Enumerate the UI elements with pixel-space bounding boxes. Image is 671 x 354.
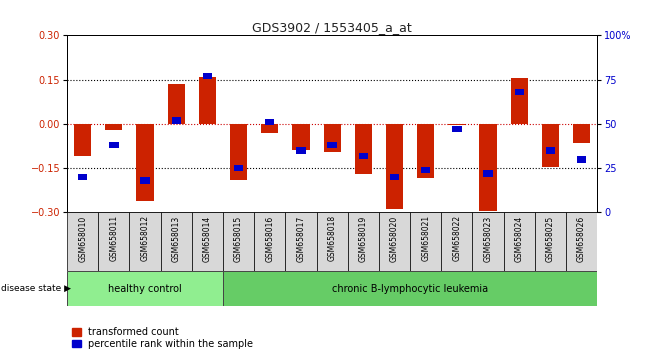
Bar: [67, 212, 98, 271]
Bar: [546, 147, 555, 154]
Bar: [566, 212, 597, 271]
Text: GSM658013: GSM658013: [172, 215, 180, 262]
Bar: [285, 212, 317, 271]
Bar: [140, 177, 150, 184]
Bar: [515, 89, 524, 95]
Bar: [421, 167, 430, 173]
Text: GSM658022: GSM658022: [452, 215, 462, 262]
Text: GSM658018: GSM658018: [327, 215, 337, 262]
Bar: [535, 212, 566, 271]
Bar: [483, 170, 493, 177]
Legend: transformed count, percentile rank within the sample: transformed count, percentile rank withi…: [72, 327, 254, 349]
Bar: [265, 119, 274, 125]
Bar: [379, 212, 410, 271]
Bar: [234, 165, 244, 171]
Bar: [172, 117, 181, 124]
Bar: [203, 73, 212, 79]
Bar: [293, 124, 309, 150]
Text: GSM658021: GSM658021: [421, 215, 430, 262]
Text: GSM658020: GSM658020: [390, 215, 399, 262]
Bar: [261, 124, 278, 133]
Bar: [480, 124, 497, 211]
Bar: [105, 124, 122, 130]
Text: GSM658016: GSM658016: [265, 215, 274, 262]
Bar: [573, 124, 590, 143]
Bar: [410, 212, 442, 271]
Bar: [230, 124, 247, 180]
Bar: [390, 174, 399, 180]
Bar: [297, 147, 306, 154]
Bar: [511, 78, 528, 124]
Bar: [348, 212, 379, 271]
Bar: [323, 124, 341, 152]
Bar: [355, 124, 372, 174]
Text: healthy control: healthy control: [108, 284, 182, 293]
Text: GSM658010: GSM658010: [79, 215, 87, 262]
Text: chronic B-lymphocytic leukemia: chronic B-lymphocytic leukemia: [332, 284, 488, 293]
Bar: [386, 124, 403, 210]
Bar: [130, 212, 160, 271]
Text: GSM658019: GSM658019: [359, 215, 368, 262]
Text: GSM658012: GSM658012: [140, 215, 150, 262]
Bar: [442, 212, 472, 271]
Bar: [254, 212, 285, 271]
Bar: [136, 124, 154, 201]
Bar: [199, 77, 216, 124]
Bar: [577, 156, 586, 162]
Bar: [327, 142, 337, 148]
Text: GSM658011: GSM658011: [109, 215, 118, 262]
Bar: [472, 212, 504, 271]
Text: GSM658015: GSM658015: [234, 215, 243, 262]
Bar: [358, 153, 368, 159]
Bar: [452, 126, 462, 132]
Text: GSM658017: GSM658017: [297, 215, 305, 262]
Bar: [98, 212, 130, 271]
Bar: [168, 84, 185, 124]
Bar: [74, 124, 91, 156]
Text: disease state ▶: disease state ▶: [1, 284, 70, 293]
Bar: [223, 212, 254, 271]
Text: GSM658025: GSM658025: [546, 215, 555, 262]
Bar: [78, 174, 87, 180]
Bar: [109, 142, 119, 148]
Bar: [223, 271, 597, 306]
Text: GSM658026: GSM658026: [577, 215, 586, 262]
Text: GSM658014: GSM658014: [203, 215, 212, 262]
Bar: [448, 124, 466, 125]
Bar: [417, 124, 434, 178]
Bar: [542, 124, 559, 167]
Title: GDS3902 / 1553405_a_at: GDS3902 / 1553405_a_at: [252, 21, 412, 34]
Bar: [504, 212, 535, 271]
Bar: [192, 212, 223, 271]
Bar: [160, 212, 192, 271]
Text: GSM658023: GSM658023: [484, 215, 493, 262]
Bar: [67, 271, 223, 306]
Bar: [317, 212, 348, 271]
Text: GSM658024: GSM658024: [515, 215, 524, 262]
